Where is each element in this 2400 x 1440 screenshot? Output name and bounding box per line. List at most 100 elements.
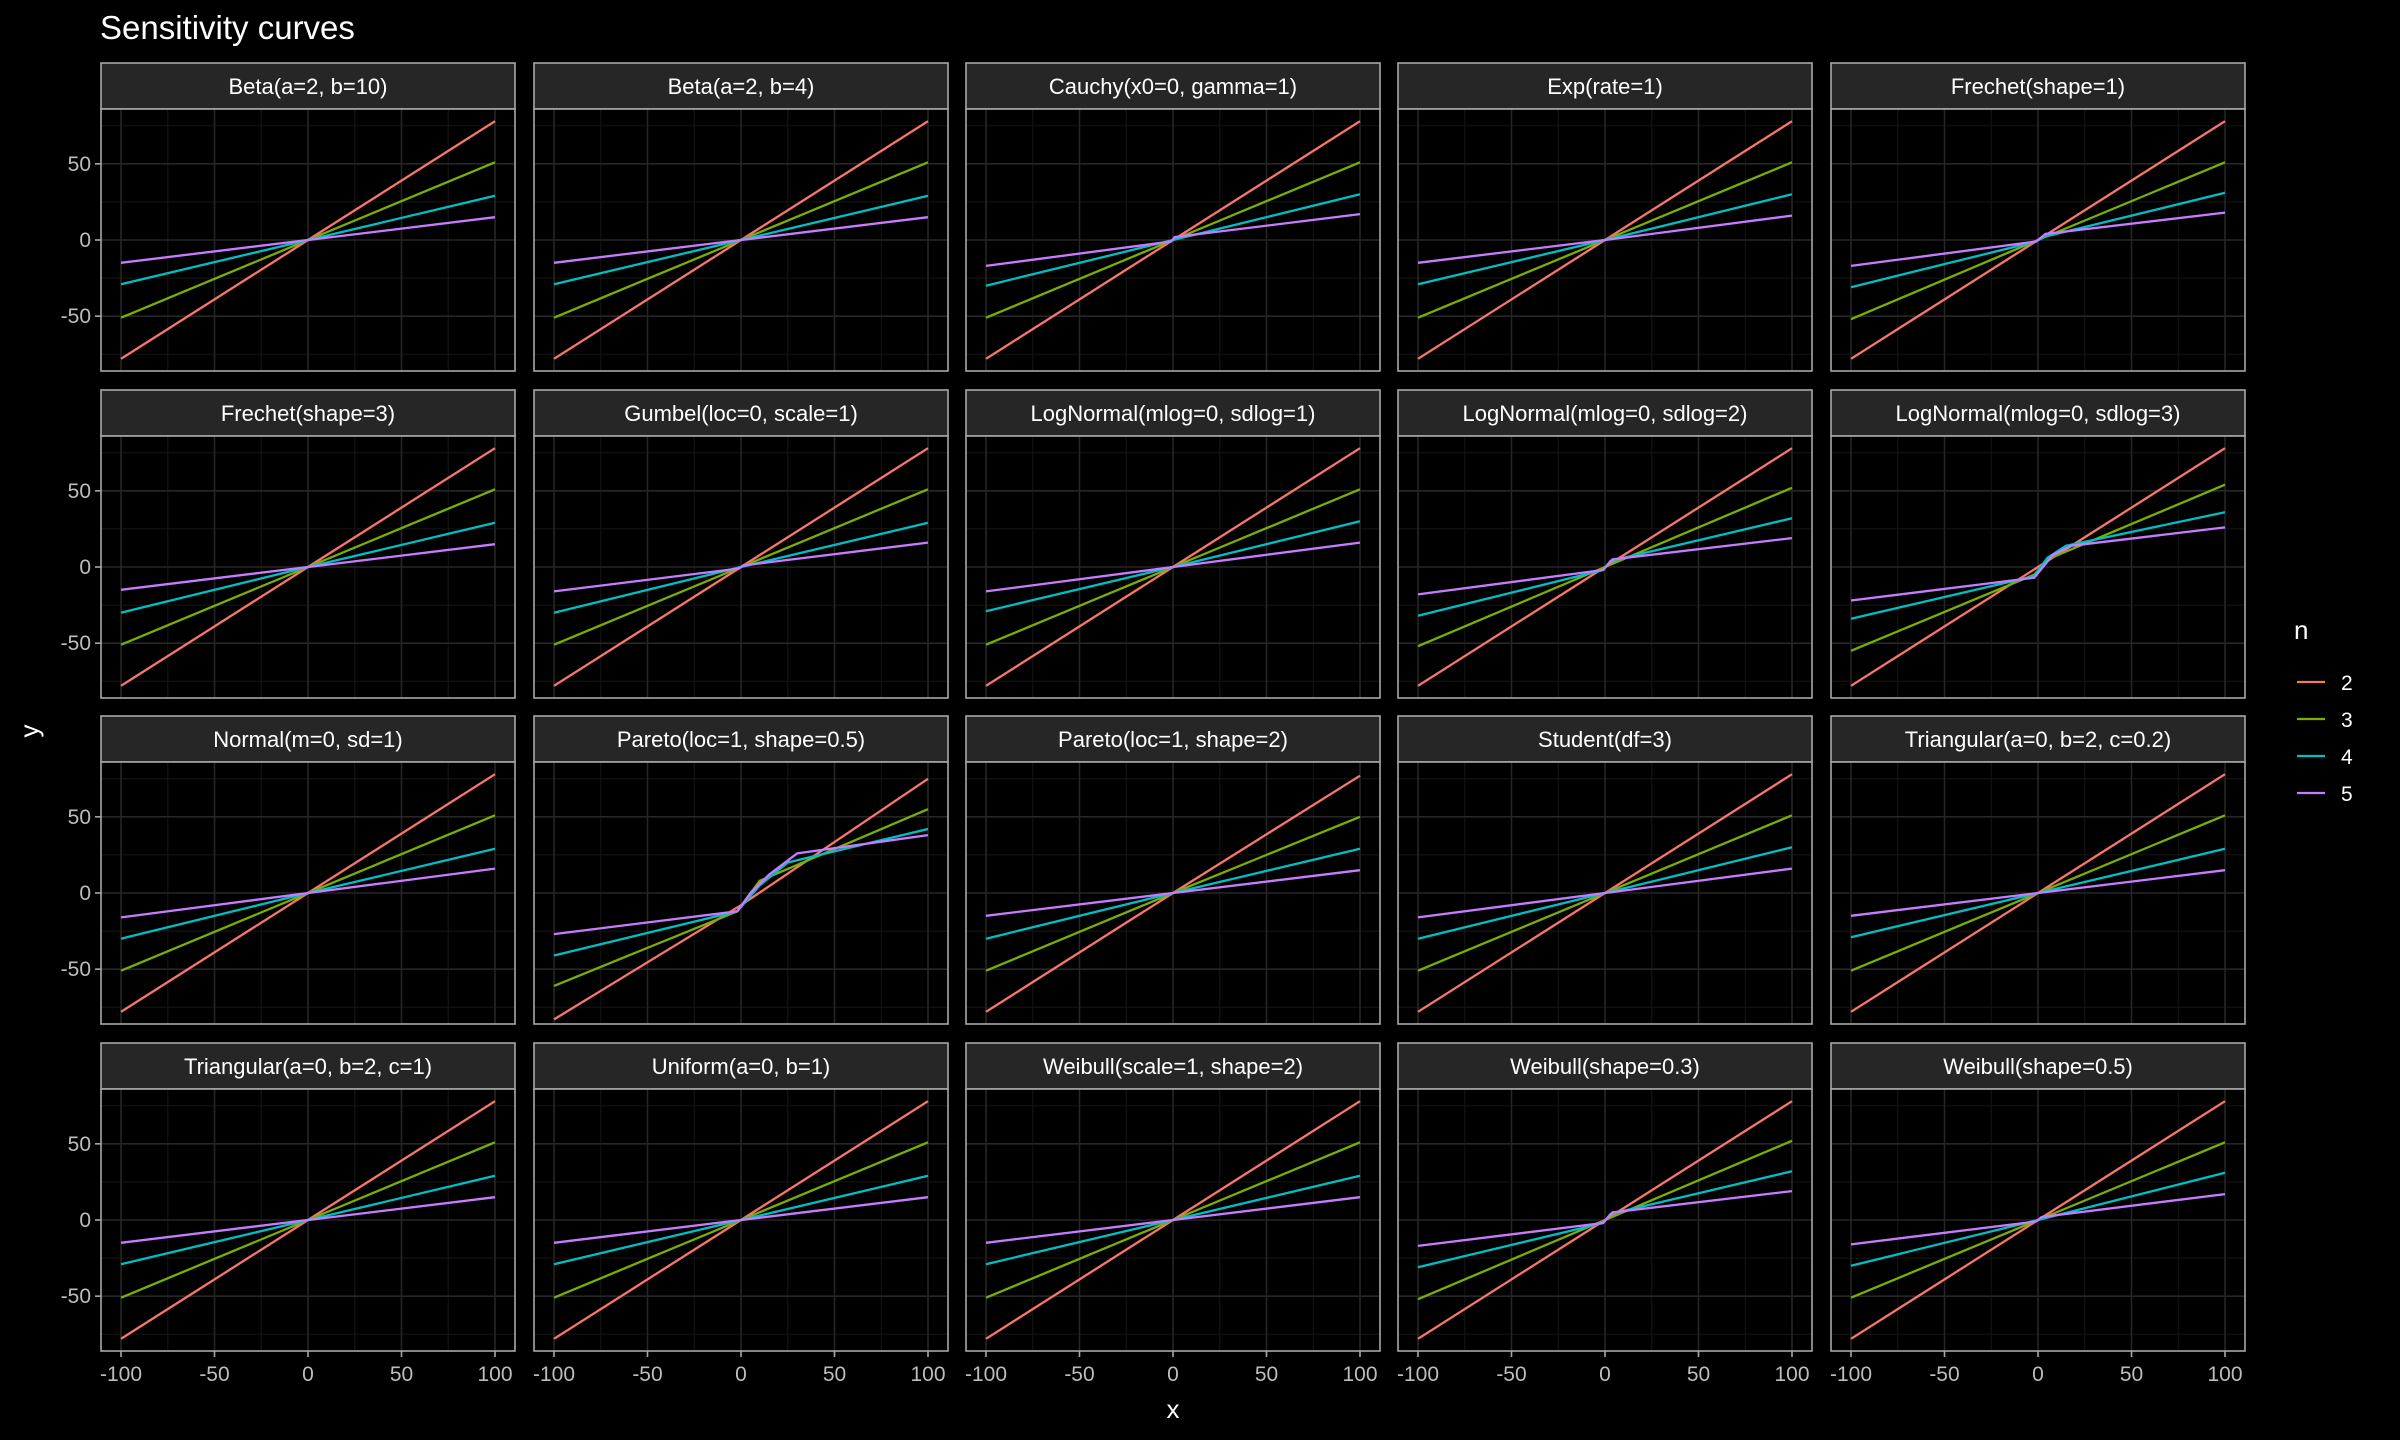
x-tick-label: 50: [2120, 1363, 2143, 1386]
facet-strip: [533, 715, 949, 763]
series-line-n5: [985, 541, 1361, 593]
x-tick-label: -100: [533, 1363, 575, 1386]
x-tick-label: -50: [1929, 1363, 1959, 1386]
facet-panel: Cauchy(x0=0, gamma=1): [965, 62, 1381, 372]
panel-border: [965, 108, 1381, 372]
x-axis-title: x: [1167, 1394, 1180, 1424]
y-tick-label: 0: [79, 882, 91, 905]
facet-strip: [1830, 715, 2246, 763]
x-tick-label: -50: [1064, 1363, 1094, 1386]
facet-label: Triangular(a=0, b=2, c=0.2): [1905, 727, 2171, 752]
facet-label: Gumbel(loc=0, scale=1): [624, 401, 858, 426]
facet-label: Frechet(shape=3): [221, 401, 395, 426]
x-tick-label: 0: [302, 1363, 314, 1386]
facet-panel: Student(df=3): [1397, 715, 1813, 1025]
series-line-n5: [553, 541, 929, 593]
x-tick-label: -100: [1397, 1363, 1439, 1386]
series-line-n5: [985, 1196, 1361, 1244]
facet-label: Uniform(a=0, b=1): [652, 1054, 831, 1079]
series-line-n5: [1417, 1189, 1793, 1248]
facet-label: LogNormal(mlog=0, sdlog=1): [1031, 401, 1316, 426]
series-line-n4: [1850, 511, 2226, 620]
facet-strip: [965, 389, 1381, 437]
legend-label: 2: [2341, 672, 2353, 695]
x-tick-label: -100: [100, 1363, 142, 1386]
facet-strip: [1830, 1042, 2246, 1090]
panel-border: [1830, 108, 2246, 372]
x-tick-label: 0: [1599, 1363, 1611, 1386]
facet-panel: Beta(a=2, b=10) -50 0 50: [61, 62, 516, 372]
facet-strip: [1830, 62, 2246, 110]
chart-title: Sensitivity curves: [100, 9, 355, 46]
y-tick-label: 50: [68, 1133, 91, 1156]
facet-label: Beta(a=2, b=10): [228, 74, 387, 99]
x-tick-label: -50: [632, 1363, 662, 1386]
x-tick-label: -50: [199, 1363, 229, 1386]
panel-border: [1397, 435, 1813, 699]
series-line-n5: [1850, 211, 2226, 268]
facet-panel: LogNormal(mlog=0, sdlog=1): [965, 389, 1381, 699]
y-axis-title: y: [14, 725, 44, 738]
series-line-n5: [1850, 526, 2226, 602]
x-tick-label: 100: [1774, 1363, 1809, 1386]
legend-label: 3: [2341, 709, 2353, 732]
y-tick-label: -50: [61, 958, 91, 981]
x-tick-label: -100: [965, 1363, 1007, 1386]
x-tick-label: 100: [910, 1363, 945, 1386]
x-tick-label: 50: [823, 1363, 846, 1386]
series-line-n5: [1417, 214, 1793, 264]
y-tick-label: 50: [68, 480, 91, 503]
y-tick-label: -50: [61, 632, 91, 655]
series-line-n5: [120, 216, 496, 264]
series-line-n5: [985, 869, 1361, 917]
panel-border: [1830, 761, 2246, 1025]
facet-panel: Weibull(shape=0.3) -100 -50 0 50 100: [1397, 1042, 1813, 1386]
facet-label: Weibull(shape=0.3): [1510, 1054, 1700, 1079]
series-line-n5: [1850, 1192, 2226, 1246]
series-line-n5: [120, 1196, 496, 1244]
facet-strip: [1830, 389, 2246, 437]
facet-panel: Triangular(a=0, b=2, c=0.2): [1830, 715, 2246, 1025]
facet-strip: [100, 1042, 516, 1090]
y-tick-label: 0: [79, 229, 91, 252]
facet-label: LogNormal(mlog=0, sdlog=3): [1896, 401, 2181, 426]
facet-label: Weibull(scale=1, shape=2): [1043, 1054, 1303, 1079]
facet-label: LogNormal(mlog=0, sdlog=2): [1463, 401, 1748, 426]
x-tick-label: 50: [1255, 1363, 1278, 1386]
facet-strip: [533, 62, 949, 110]
x-tick-label: 0: [1167, 1363, 1179, 1386]
facet-panel: Pareto(loc=1, shape=0.5): [533, 715, 949, 1025]
panel-border: [533, 108, 949, 372]
facet-label: Beta(a=2, b=4): [668, 74, 815, 99]
panel-border: [533, 435, 949, 699]
facet-strip: [100, 389, 516, 437]
facet-label: Student(df=3): [1538, 727, 1672, 752]
series-line-n5: [1417, 867, 1793, 919]
facet-panel: Uniform(a=0, b=1) -100 -50 0 50 100: [533, 1042, 949, 1386]
facet-panel: Triangular(a=0, b=2, c=1) -50 0 50 -100 -50 0 5…: [61, 1042, 516, 1386]
panel-border: [965, 435, 1381, 699]
x-tick-label: 0: [2032, 1363, 2044, 1386]
facet-label: Normal(m=0, sd=1): [213, 727, 403, 752]
facet-strip: [533, 1042, 949, 1090]
series-line-n5: [120, 867, 496, 919]
x-tick-label: -50: [1496, 1363, 1526, 1386]
y-tick-label: 0: [79, 556, 91, 579]
panel-border: [1397, 108, 1813, 372]
facet-panel: Exp(rate=1): [1397, 62, 1813, 372]
series-line-n5: [985, 212, 1361, 268]
facet-strip: [965, 715, 1381, 763]
facet-label: Exp(rate=1): [1547, 74, 1663, 99]
facet-label: Pareto(loc=1, shape=2): [1058, 727, 1288, 752]
panel-border: [1397, 761, 1813, 1025]
series-line-n5: [553, 216, 929, 264]
x-tick-label: 0: [735, 1363, 747, 1386]
series-line-n5: [553, 1196, 929, 1244]
facet-panels: Beta(a=2, b=10) -50 0 50 Beta(a=2, b=4) Cauch…: [61, 62, 2246, 1386]
series-line-n2: [1850, 447, 2226, 687]
series-line-n5: [553, 833, 929, 936]
facet-panel: Weibull(shape=0.5) -100 -50 0 50 100: [1830, 1042, 2246, 1386]
y-tick-label: 50: [68, 806, 91, 829]
series-line-n5: [120, 543, 496, 591]
